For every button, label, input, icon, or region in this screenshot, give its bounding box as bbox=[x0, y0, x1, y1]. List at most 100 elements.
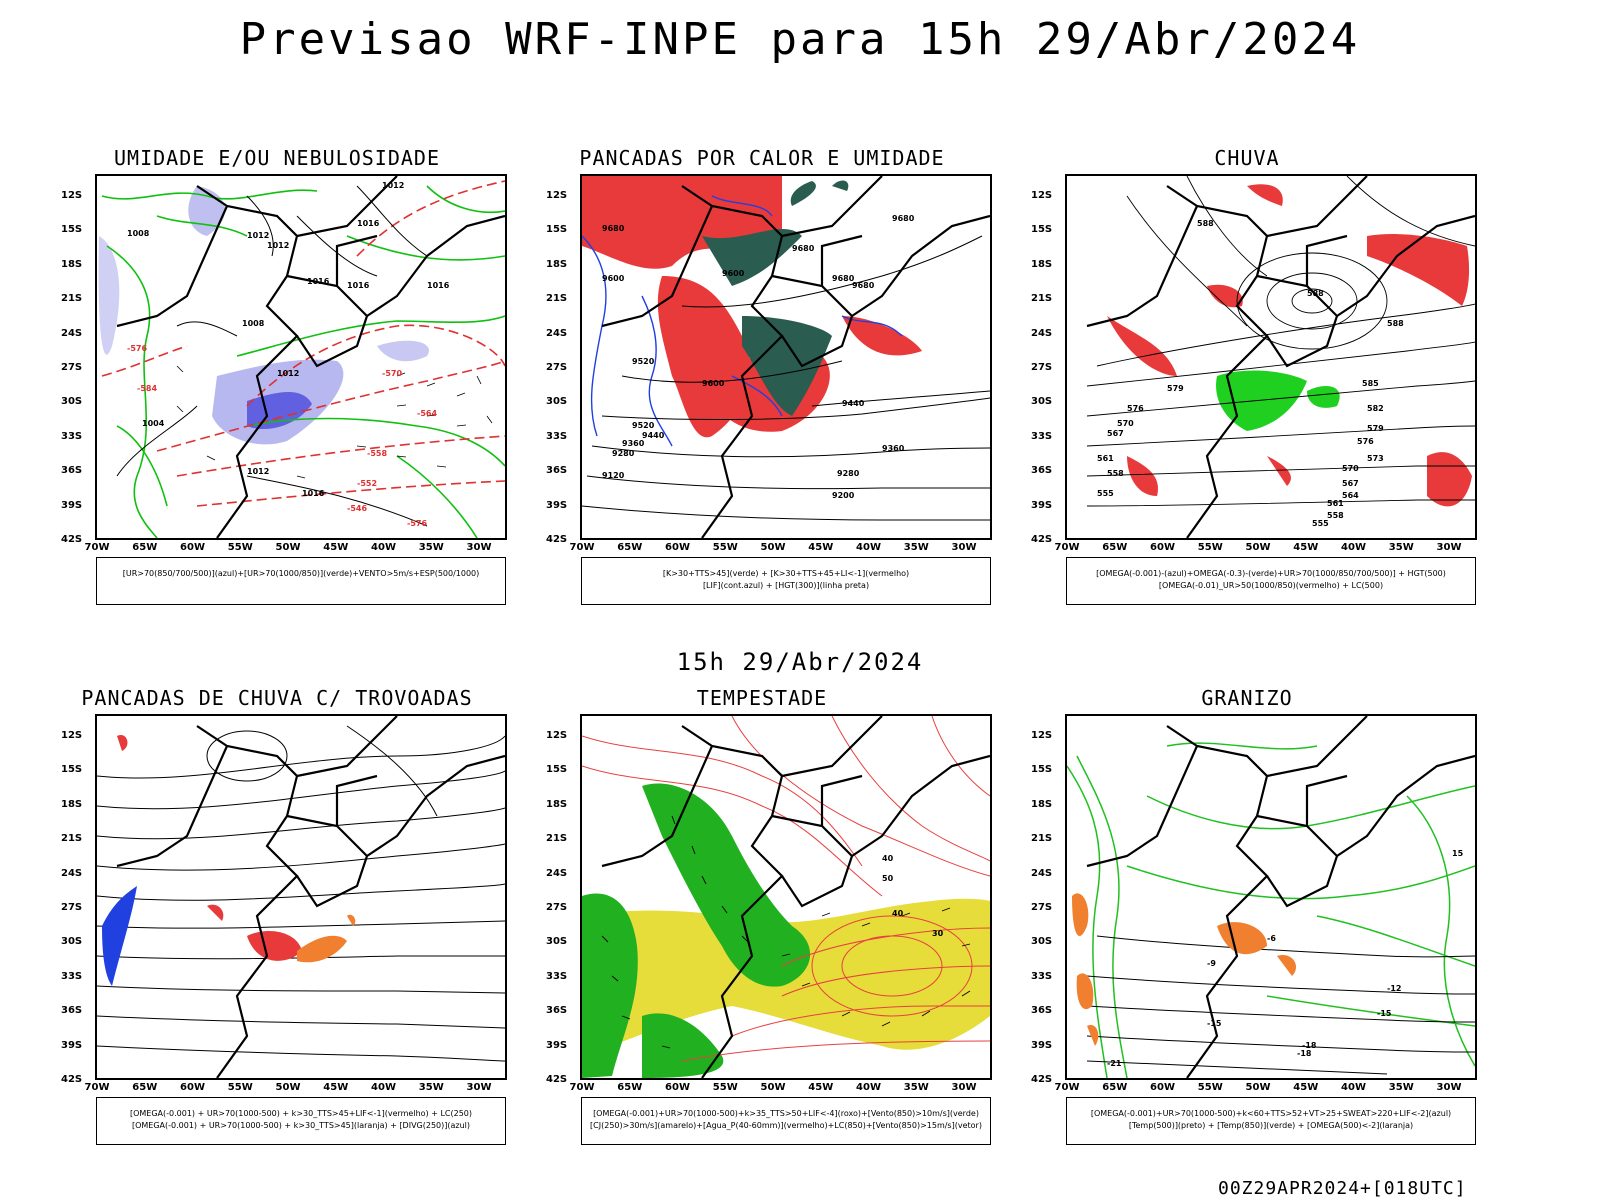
contour-value-label: 588 bbox=[1307, 289, 1324, 298]
legend-box: [OMEGA(-0.001)+UR>70(1000-500)+k<60+TTS>… bbox=[1066, 1097, 1476, 1145]
map-pancadas-calor: 9680968096809680968096009600952094409360… bbox=[582, 176, 990, 538]
legend-line: [UR>70(850/700/500)](azul)+[UR>70(1000/8… bbox=[122, 569, 480, 578]
panel-umidade-nebulosidade: UMIDADE E/OU NEBULOSIDADE bbox=[47, 146, 507, 605]
contour-value-label: 570 bbox=[1117, 419, 1134, 428]
lon-tick-label: 40W bbox=[371, 1082, 396, 1093]
lat-tick-label: 18S bbox=[1031, 798, 1053, 810]
lon-tick-label: 70W bbox=[569, 1082, 595, 1093]
contour-value-label: 1012 bbox=[277, 369, 299, 378]
contour-value-label: 1012 bbox=[267, 241, 289, 250]
legend-box: [OMEGA(-0.001) + UR>70(1000-500) + k>30_… bbox=[96, 1097, 506, 1145]
lon-tick-label: 50W bbox=[1245, 542, 1271, 553]
contour-value-label: 558 bbox=[1107, 469, 1124, 478]
lat-tick-label: 33S bbox=[1031, 430, 1053, 442]
map-frame[interactable]: -12 -15 -15 -18 -18 -21 15 -9 -6 bbox=[1065, 714, 1477, 1080]
lat-tick-label: 39S bbox=[1031, 499, 1053, 511]
contour-value-label: -564 bbox=[417, 409, 437, 418]
lon-tick-label: 40W bbox=[1341, 1082, 1366, 1093]
lat-tick-label: 12S bbox=[546, 730, 568, 741]
contour-value-label: -12 bbox=[1387, 984, 1401, 993]
lat-tick-label: 27S bbox=[1031, 362, 1053, 373]
legend-box: [OMEGA(-0.001)-(azul)+OMEGA(-0.3)-(verde… bbox=[1066, 557, 1476, 605]
lat-tick-label: 33S bbox=[61, 970, 83, 982]
lat-tick-label: 15S bbox=[61, 224, 83, 236]
contour-value-label: 573 bbox=[1367, 454, 1384, 463]
contour-value-label: 555 bbox=[1097, 489, 1114, 498]
lon-tick-label: 35W bbox=[418, 1082, 444, 1093]
lon-tick-label: 70W bbox=[1054, 542, 1080, 553]
contour-value-label: 576 bbox=[1127, 404, 1144, 413]
lat-tick-label: 36S bbox=[1031, 465, 1053, 477]
lon-tick-label: 40W bbox=[371, 542, 396, 553]
lon-tick-label: 50W bbox=[275, 1082, 301, 1093]
contour-value-label: 9200 bbox=[832, 491, 855, 500]
lat-tick-label: 18S bbox=[546, 258, 568, 270]
contour-value-label: 9600 bbox=[602, 274, 625, 283]
legend-line: [OMEGA(-0.001)+UR>70(1000-500)+k<60+TTS>… bbox=[1090, 1109, 1452, 1118]
panel-pancadas-calor-umidade: PANCADAS POR CALOR E UMIDADE bbox=[532, 146, 992, 605]
contour-value-label: 9520 bbox=[632, 357, 655, 366]
contour-value-label: -15 bbox=[1207, 1019, 1222, 1028]
contour-value-label: 9520 bbox=[632, 421, 655, 430]
contour-value-label: 588 bbox=[1387, 319, 1404, 328]
legend-box: [UR>70(850/700/500)](azul)+[UR>70(1000/8… bbox=[96, 557, 506, 605]
lat-tick-label: 24S bbox=[546, 867, 568, 879]
lon-tick-label: 40W bbox=[856, 542, 881, 553]
lon-tick-label: 30W bbox=[466, 1082, 492, 1093]
map-frame[interactable] bbox=[95, 714, 507, 1080]
lon-tick-label: 55W bbox=[227, 1082, 253, 1093]
contour-value-label: -576 bbox=[407, 519, 427, 528]
lon-tick-label: 65W bbox=[132, 1082, 158, 1093]
lon-tick-label: 45W bbox=[1293, 1082, 1319, 1093]
map-frame[interactable]: 588 588 588 585 582 579 576 573 570 567 564 561 558 5… bbox=[1065, 174, 1477, 540]
lat-tick-label: 21S bbox=[546, 833, 568, 845]
map-chuva: 5885885885855825795765735705675645615585… bbox=[1086, 176, 1475, 538]
lon-tick-label: 65W bbox=[1102, 542, 1128, 553]
lon-tick-label: 60W bbox=[1150, 542, 1175, 553]
contour-value-label: 1008 bbox=[242, 319, 265, 328]
lon-tick-label: 50W bbox=[1245, 1082, 1271, 1093]
lon-tick-label: 60W bbox=[180, 1082, 205, 1093]
lat-tick-label: 21S bbox=[546, 293, 568, 305]
contour-value-label: 9360 bbox=[622, 439, 645, 448]
legend-box: [K>30+TTS>45](verde) + [K>30+TTS+45+LI<-… bbox=[581, 557, 991, 605]
contour-value-label: 579 bbox=[1167, 384, 1184, 393]
contour-value-label: 579 bbox=[1367, 424, 1384, 433]
lon-tick-label: 50W bbox=[275, 542, 301, 553]
map-frame[interactable]: 9680 9680 9680 9680 9680 9600 9600 9520 9440 9360… bbox=[580, 174, 992, 540]
lat-tick-label: 27S bbox=[1031, 902, 1053, 913]
lon-tick-label: 65W bbox=[617, 542, 643, 553]
contour-value-label: 9680 bbox=[602, 224, 625, 233]
contour-value-label: -18 bbox=[1297, 1049, 1312, 1058]
lon-tick-label: 30W bbox=[1436, 542, 1462, 553]
contour-value-label: 564 bbox=[1342, 491, 1359, 500]
contour-value-label: 582 bbox=[1367, 404, 1384, 413]
lat-tick-label: 39S bbox=[1031, 1039, 1053, 1051]
legend-line: [OMEGA(-0.01)_UR>50(1000/850)(vermelho) … bbox=[1158, 581, 1384, 590]
contour-value-label: -552 bbox=[357, 479, 377, 488]
map-frame[interactable]: 40 50 40 30 bbox=[580, 714, 992, 1080]
lon-tick-label: 35W bbox=[1388, 542, 1414, 553]
contour-value-label: 567 bbox=[1342, 479, 1359, 488]
lat-tick-label: 42S bbox=[61, 534, 83, 545]
panel-title: GRANIZO bbox=[1201, 686, 1293, 710]
panel-tempestade: TEMPESTADE bbox=[532, 686, 992, 1145]
lon-tick-label: 65W bbox=[617, 1082, 643, 1093]
lon-tick-label: 60W bbox=[1150, 1082, 1175, 1093]
lat-tick-label: 21S bbox=[61, 833, 83, 845]
lat-tick-label: 30S bbox=[546, 936, 568, 948]
lat-tick-label: 30S bbox=[61, 396, 83, 408]
lat-tick-label: 36S bbox=[61, 1005, 83, 1017]
run-timestamp: 00Z29APR2024+[018UTC] bbox=[1218, 1178, 1467, 1199]
lat-tick-label: 24S bbox=[61, 327, 83, 339]
lat-tick-label: 30S bbox=[546, 396, 568, 408]
contour-value-label: 1012 bbox=[382, 181, 404, 190]
lat-tick-label: 15S bbox=[1031, 224, 1053, 236]
lon-tick-label: 35W bbox=[1388, 1082, 1414, 1093]
contour-value-label: -546 bbox=[347, 504, 367, 513]
lon-tick-label: 70W bbox=[1054, 1082, 1080, 1093]
contour-value-label: -584 bbox=[137, 384, 157, 393]
legend-line: [OMEGA(-0.001)+UR>70(1000-500)+k>35_TTS>… bbox=[593, 1109, 979, 1118]
map-frame[interactable]: 1012 1012 1012 1016 1016 1008 1008 1012 1016 1016… bbox=[95, 174, 507, 540]
panel-title: CHUVA bbox=[1214, 146, 1280, 170]
